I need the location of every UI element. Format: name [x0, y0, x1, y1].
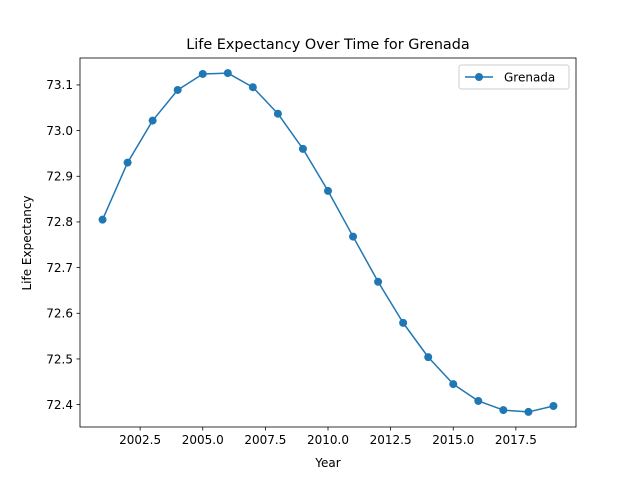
data-point: [499, 406, 508, 415]
y-tick-label: 72.7: [46, 261, 73, 275]
y-tick-label: 72.8: [46, 215, 73, 229]
legend-marker: [475, 73, 483, 81]
data-point: [424, 353, 433, 362]
data-point: [349, 232, 358, 241]
data-point: [173, 85, 182, 94]
x-tick-label: 2012.5: [370, 433, 412, 447]
data-point: [273, 109, 282, 118]
data-point: [148, 116, 157, 125]
data-point: [524, 407, 533, 416]
data-point: [98, 215, 107, 224]
y-axis-label: Life Expectancy: [20, 195, 34, 290]
x-tick-label: 2002.5: [119, 433, 161, 447]
data-point: [298, 144, 307, 153]
x-tick-label: 2015.0: [432, 433, 474, 447]
plot-area: 2002.5 2005.0 2007.5 2010.0 2012.5 2015.0 2017…: [46, 57, 577, 447]
y-tick-label: 72.6: [46, 307, 73, 321]
data-point: [549, 401, 558, 410]
data-point: [223, 69, 232, 78]
y-tick-label: 72.9: [46, 170, 73, 184]
legend: Grenada: [458, 64, 570, 90]
chart-title: Life Expectancy Over Time for Grenada: [186, 37, 469, 53]
data-point: [123, 158, 132, 167]
x-tick-label: 2007.5: [244, 433, 286, 447]
data-point: [198, 69, 207, 78]
x-tick-label: 2010.0: [307, 433, 349, 447]
legend-box: [458, 64, 570, 90]
data-point: [248, 83, 257, 92]
data-point: [449, 380, 458, 389]
data-point: [399, 318, 408, 327]
y-tick-label: 73.1: [46, 78, 73, 92]
x-axis-label: Year: [314, 456, 340, 470]
y-tick-label: 73.0: [46, 124, 73, 138]
data-point: [474, 396, 483, 405]
x-tick-label: 2017.5: [495, 433, 537, 447]
data-point: [324, 186, 332, 195]
data-point: [374, 277, 383, 286]
x-tick-label: 2005.0: [182, 433, 224, 447]
legend-label: Grenada: [504, 71, 555, 85]
y-tick-label: 72.4: [46, 398, 73, 412]
y-tick-label: 72.5: [46, 352, 73, 366]
